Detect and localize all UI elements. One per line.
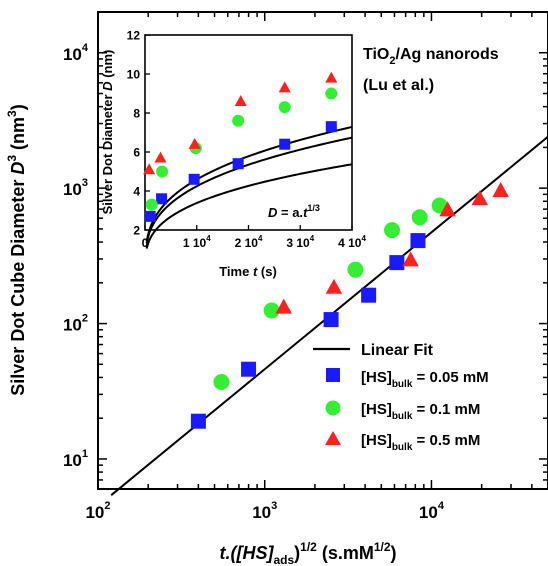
inset-point-circle — [232, 114, 245, 127]
main-point-circle — [347, 261, 364, 278]
inset-formula: D = a.t1/3 — [268, 203, 320, 220]
main-points — [190, 182, 509, 429]
main-point-circle — [263, 302, 280, 319]
legend-swatch-0.1mM — [325, 400, 341, 416]
inset-point-triangle — [154, 151, 167, 163]
inset-point-triangle — [143, 163, 156, 175]
inset-points — [143, 71, 338, 222]
main-point-circle — [213, 374, 230, 391]
inset-y-axis-label: Silver Dot Diameter D (nm) — [100, 50, 115, 215]
inset-point-circle — [156, 165, 169, 178]
inset-point-square — [232, 158, 244, 170]
inset-point-circle — [278, 101, 291, 114]
main-point-triangle — [471, 190, 489, 206]
inset-point-triangle — [234, 95, 247, 107]
main-y-tick-label: 101 — [63, 448, 88, 470]
legend-fit-label: Linear Fit — [361, 342, 434, 359]
inset-x-tick-label: 4 104 — [338, 234, 366, 250]
main-point-square — [323, 312, 339, 328]
inset-y-tick-label: 8 — [133, 107, 140, 121]
inset-fit-curve — [145, 125, 353, 242]
legend-swatch-0.05mM — [326, 368, 340, 382]
main-plot-frame — [97, 11, 548, 490]
inset-x-tick-label: 3 104 — [286, 234, 314, 250]
annotation-source: (Lu et al.) — [363, 77, 434, 94]
inset-point-square — [156, 193, 168, 205]
legend-swatch-0.5mM — [325, 431, 341, 445]
main-point-triangle — [325, 278, 343, 294]
main-point-square — [241, 361, 257, 377]
inset-plot-frame — [144, 34, 353, 231]
main-y-tick-label: 102 — [63, 313, 88, 335]
legend-label-0.05mM: [HS]bulk = 0.05 mM — [361, 369, 489, 390]
inset-y-tick-label: 12 — [127, 29, 141, 43]
main-point-triangle — [275, 298, 292, 314]
inset-x-axis-label: Time t (s) — [219, 264, 277, 279]
main-point-square — [389, 255, 405, 271]
annotation-title: TiO2/Ag nanorods — [363, 46, 499, 67]
main-y-tick-label: 103 — [63, 177, 88, 199]
inset-y-tick-label: 6 — [133, 146, 140, 160]
main-point-square — [190, 413, 206, 429]
inset-fits — [145, 125, 353, 249]
inset-axes: 0 1 104 2 104 3 104 4 104 2 4 6 8 10 12 — [127, 29, 367, 251]
inset-point-triangle — [325, 71, 338, 83]
main-point-triangle — [439, 201, 456, 217]
inset-point-square — [188, 173, 200, 185]
main-x-tick-label: 104 — [419, 500, 445, 522]
legend-label-0.1mM: [HS]bulk = 0.1 mM — [361, 401, 480, 422]
inset-fit-curve — [145, 163, 353, 249]
inset-point-square — [144, 210, 156, 222]
inset-y-tick-label: 10 — [127, 68, 141, 82]
main-y-tick-label: 104 — [63, 42, 89, 64]
inset-fit-curve — [145, 136, 353, 244]
inset-point-triangle — [278, 81, 291, 93]
main-legend: Linear Fit [HS]bulk = 0.05 mM [HS]bulk =… — [313, 342, 489, 453]
inset-x-tick-label: 0 — [142, 236, 149, 250]
main-point-square — [361, 287, 377, 303]
main-point-triangle — [402, 251, 419, 267]
inset-x-tick-label: 1 104 — [183, 234, 211, 250]
main-x-axis-label: t.([HS]ads)1/2 (s.mM1/2) — [219, 540, 396, 566]
main-x-tick-label: 103 — [252, 500, 277, 522]
inset-chart: 0 1 104 2 104 3 104 4 104 2 4 6 8 10 12 Time t (s)… — [100, 29, 366, 280]
inset-x-tick-label: 2 104 — [235, 234, 263, 250]
main-point-circle — [411, 209, 428, 226]
inset-point-square — [325, 121, 337, 133]
inset-point-square — [279, 138, 291, 150]
main-point-triangle — [492, 182, 509, 197]
main-point-square — [410, 233, 426, 249]
inset-y-tick-label: 4 — [133, 185, 140, 199]
main-point-circle — [384, 222, 401, 239]
legend-label-0.5mM: [HS]bulk = 0.5 mM — [361, 432, 480, 453]
main-x-tick-label: 102 — [85, 500, 110, 522]
inset-point-triangle — [188, 137, 201, 149]
inset-point-circle — [325, 87, 338, 100]
inset-point-circle — [145, 198, 158, 211]
main-y-axis-label: Silver Dot Cube Diameter D3 (nm3) — [5, 104, 28, 395]
inset-y-tick-label: 2 — [133, 224, 140, 238]
